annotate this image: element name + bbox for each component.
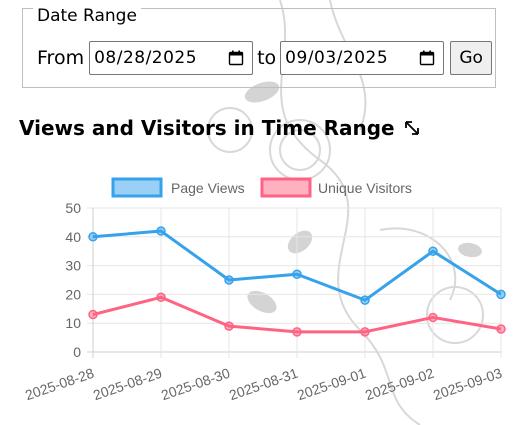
y-tick-label: 20: [65, 286, 81, 302]
data-point: [224, 321, 234, 331]
data-point: [428, 246, 438, 256]
to-date-value: 09/03/2025: [285, 48, 389, 68]
x-tick-label: 2025-08-31: [227, 365, 300, 404]
data-point: [156, 226, 166, 236]
legend-swatch: [260, 177, 312, 198]
from-label: From: [37, 47, 85, 69]
data-point: [428, 312, 438, 323]
to-date-input[interactable]: 09/03/2025: [280, 41, 445, 75]
x-tick-label: 2025-08-30: [159, 365, 232, 404]
data-point: [292, 269, 302, 279]
expand-diagonal-icon[interactable]: [403, 119, 421, 137]
date-range-legend: Date Range: [33, 6, 141, 26]
calendar-icon[interactable]: [228, 50, 244, 66]
x-tick-label: 2025-09-03: [431, 365, 504, 404]
data-point: [292, 327, 302, 337]
date-range-form: From 08/28/2025 to 09/03/2025 Go: [37, 41, 493, 75]
data-point: [360, 327, 370, 337]
y-tick-label: 0: [73, 344, 81, 360]
to-label: to: [257, 47, 277, 69]
data-point: [156, 292, 166, 303]
x-tick-label: 2025-08-29: [91, 365, 164, 404]
data-point: [496, 324, 506, 334]
data-point: [224, 275, 234, 285]
from-date-input[interactable]: 08/28/2025: [89, 41, 254, 75]
data-point: [88, 309, 98, 320]
x-tick-label: 2025-09-02: [363, 365, 436, 404]
y-tick-label: 40: [65, 229, 81, 245]
data-point: [496, 289, 506, 300]
y-tick-label: 50: [65, 200, 81, 216]
legend-label: Unique Visitors: [318, 180, 412, 196]
chart-section-title: Views and Visitors in Time Range: [19, 116, 395, 140]
y-tick-label: 30: [65, 258, 81, 274]
from-date-value: 08/28/2025: [94, 48, 198, 68]
data-point: [360, 295, 370, 305]
y-tick-label: 10: [65, 315, 81, 331]
legend-swatch: [111, 177, 163, 198]
x-tick-label: 2025-08-28: [23, 365, 96, 404]
data-point: [88, 232, 98, 242]
go-button[interactable]: Go: [450, 41, 493, 75]
calendar-icon[interactable]: [419, 50, 435, 66]
legend-label: Page Views: [171, 180, 245, 196]
chart-heading: Views and Visitors in Time Range: [19, 116, 421, 140]
date-range-fieldset: Date Range From 08/28/2025 to 09/03/2025…: [22, 6, 496, 88]
x-tick-label: 2025-09-01: [295, 365, 368, 404]
